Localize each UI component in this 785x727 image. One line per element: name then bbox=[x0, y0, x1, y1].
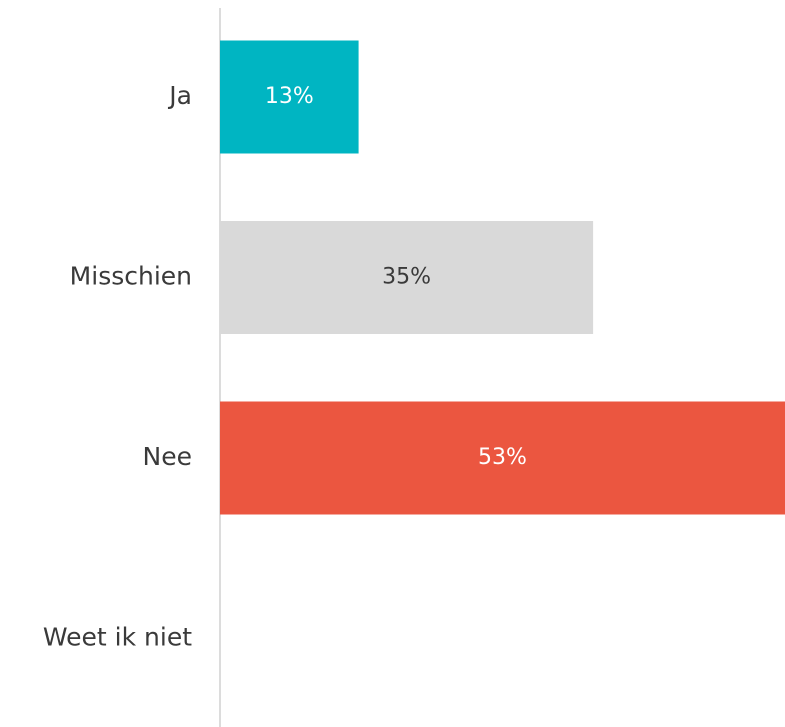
value-label: 53% bbox=[478, 445, 527, 470]
bar bbox=[220, 221, 594, 334]
value-label: 13% bbox=[265, 84, 314, 109]
bar bbox=[220, 401, 785, 515]
bar bbox=[220, 40, 359, 154]
category-label: Nee bbox=[143, 442, 192, 471]
category-label: Ja bbox=[167, 81, 192, 110]
category-label: Weet ik niet bbox=[43, 623, 192, 652]
value-label: 35% bbox=[382, 265, 431, 290]
category-label: Misschien bbox=[70, 262, 192, 291]
